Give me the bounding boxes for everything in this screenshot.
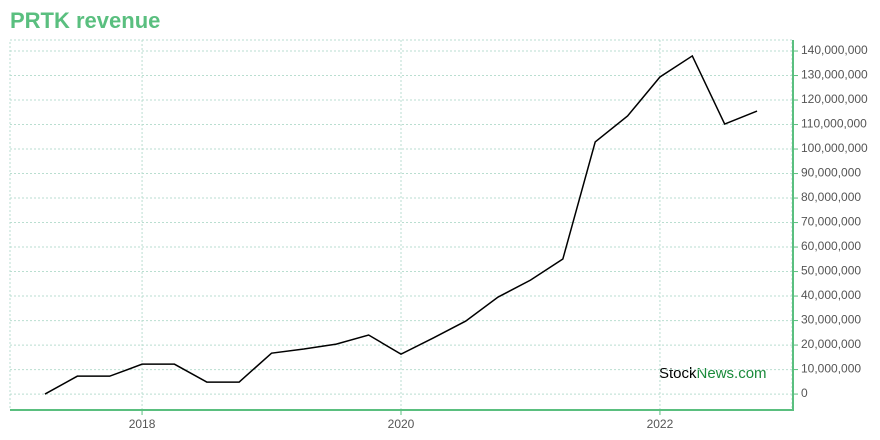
x-tick-label: 2022: [647, 417, 674, 431]
y-tick-label: 20,000,000: [801, 337, 861, 351]
x-tick-label: 2018: [129, 417, 156, 431]
y-tick-label: 120,000,000: [801, 92, 868, 106]
y-tick-label: 10,000,000: [801, 362, 861, 376]
y-tick-label: 140,000,000: [801, 43, 868, 57]
line: [44, 54, 758, 395]
chart-title: PRTK revenue: [10, 8, 160, 33]
watermark-part: News.com: [697, 365, 767, 382]
y-tick-label: 80,000,000: [801, 190, 861, 204]
y-tick-label: 50,000,000: [801, 264, 861, 278]
y-tick-label: 40,000,000: [801, 288, 861, 302]
watermark: StockNews.com: [659, 365, 767, 382]
y-tick-label: 110,000,000: [801, 117, 867, 131]
x-tick-label: 2020: [388, 417, 415, 431]
y-tick-label: 130,000,000: [801, 68, 868, 82]
y-tick-label: 30,000,000: [801, 313, 861, 327]
y-tick-label: 60,000,000: [801, 239, 861, 253]
y-tick-label: 0: [801, 386, 808, 400]
watermark-part: Stock: [659, 365, 697, 382]
y-tick-label: 100,000,000: [801, 141, 868, 155]
y-tick-label: 90,000,000: [801, 166, 861, 180]
y-tick-label: 70,000,000: [801, 215, 861, 229]
